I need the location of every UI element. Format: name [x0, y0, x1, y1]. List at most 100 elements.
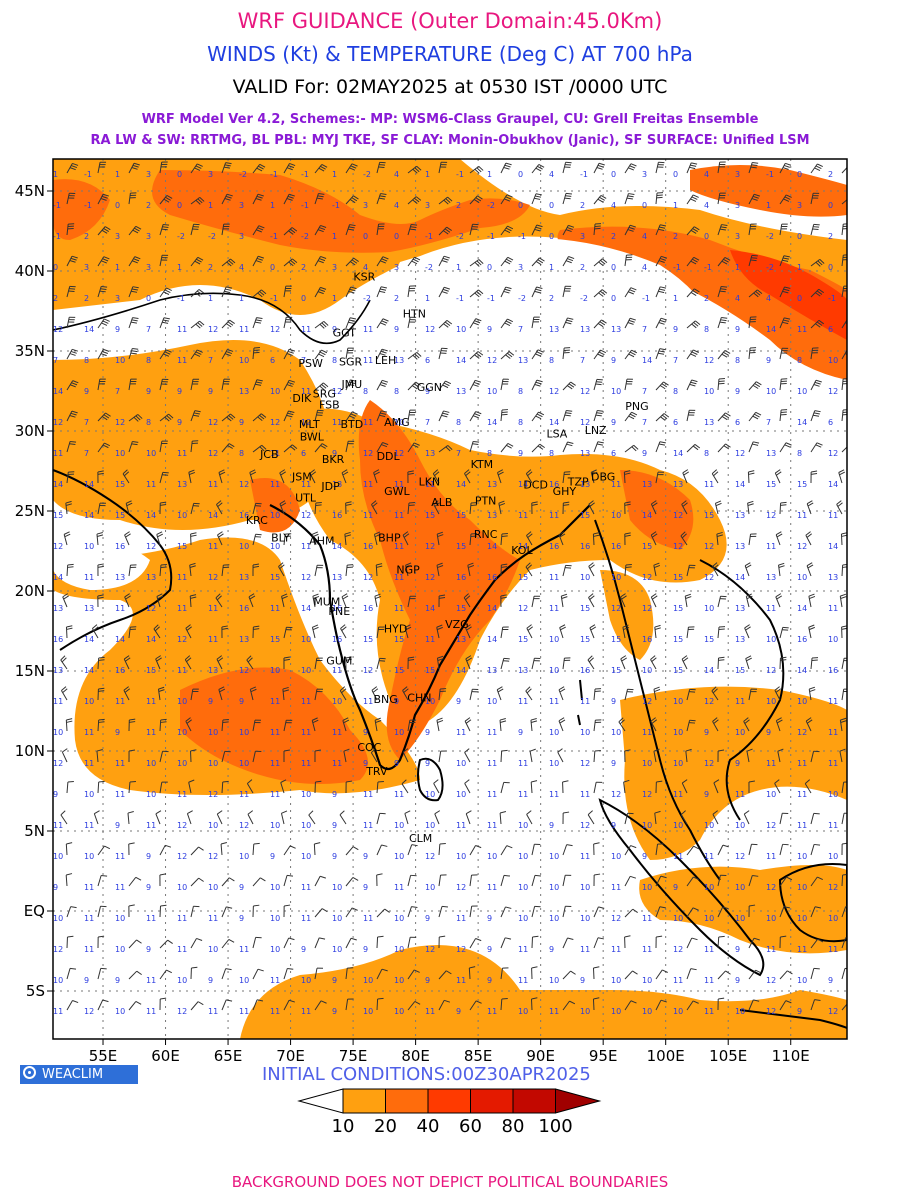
temperature-value: 4 [735, 294, 740, 303]
temperature-value: 10 [270, 666, 280, 675]
wind-barb [283, 258, 298, 267]
temperature-value: 10 [518, 883, 528, 892]
model-info-line1: WRF Model Ver 4.2, Schemes:- MP: WSM6-Cl… [141, 112, 759, 127]
temperature-value: 11 [828, 728, 838, 737]
wind-barb [562, 564, 572, 577]
temperature-value: 10 [611, 1007, 621, 1016]
wind-barb [531, 843, 541, 856]
wind-barb [624, 532, 631, 546]
temperature-value: 3 [425, 201, 430, 210]
wind-barb [717, 749, 725, 763]
wind-barb [97, 226, 111, 236]
temperature-value: -2 [580, 294, 588, 303]
temperature-value: 10 [301, 852, 311, 861]
wind-barb [308, 810, 316, 825]
temperature-value: 11 [363, 418, 373, 427]
temperature-value: 10 [394, 852, 404, 861]
temperature-value: 14 [53, 387, 63, 396]
station-label: BTD [340, 418, 363, 431]
temperature-value: 2 [828, 170, 833, 179]
temperature-value: 7 [115, 387, 120, 396]
java-outline [739, 1009, 847, 1029]
wind-barb [190, 846, 204, 856]
temperature-value: 16 [580, 542, 590, 551]
temperature-value: 12 [611, 790, 621, 799]
wind-barb [128, 876, 142, 887]
wind-barb [189, 562, 196, 577]
wind-barb [159, 564, 167, 577]
temperature-value: 9 [332, 790, 337, 799]
temperature-value: 6 [301, 449, 306, 458]
temperature-value: 11 [84, 759, 94, 768]
wind-barb [438, 161, 448, 174]
temperature-value: 10 [735, 728, 745, 737]
wind-barb [562, 905, 572, 918]
wind-barb [159, 317, 170, 329]
temperature-value: 11 [394, 480, 404, 489]
temperature-value: 15 [673, 573, 683, 582]
wind-barb [748, 969, 762, 980]
temperature-value: 9 [177, 387, 182, 396]
station-label: BHP [378, 531, 401, 544]
wind-barb [123, 655, 131, 670]
wind-barb [500, 256, 514, 267]
temperature-value: 10 [115, 449, 125, 458]
temperature-value: 10 [766, 790, 776, 799]
station-label: SGR [339, 355, 363, 368]
wind-barb [562, 317, 574, 329]
temperature-value: 15 [580, 511, 590, 520]
wind-barb [221, 999, 233, 1011]
temperature-value: 11 [611, 480, 621, 489]
wind-barb [686, 876, 699, 887]
temperature-value: 12 [673, 511, 683, 520]
wind-barb [526, 531, 533, 546]
temperature-value: 15 [425, 666, 435, 675]
temperature-value: 9 [549, 945, 554, 954]
temperature-value: 1 [115, 170, 120, 179]
wind-barb [125, 500, 133, 515]
wind-barb [221, 413, 236, 422]
temperature-value: -1 [425, 232, 433, 241]
temperature-value: 8 [673, 387, 678, 396]
wind-barb [128, 842, 135, 856]
temperature-value: 10 [363, 1007, 373, 1016]
wind-barb [155, 655, 162, 670]
lon-tick-label: 55E [89, 1047, 118, 1065]
temperature-value: 16 [549, 480, 559, 489]
temperature-value: 11 [766, 759, 776, 768]
wind-barb [97, 905, 107, 918]
wind-barb [717, 192, 726, 205]
temperature-value: 13 [735, 511, 745, 520]
temperature-value: 4 [394, 170, 399, 179]
wind-barb [345, 257, 359, 267]
temperature-value: 8 [549, 356, 554, 365]
temperature-value: 13 [580, 325, 590, 334]
temperature-value: 13 [735, 635, 745, 644]
wind-barb [588, 500, 595, 515]
wind-barb [748, 254, 758, 267]
temperature-value: 11 [580, 945, 590, 954]
temperature-value: 13 [84, 604, 94, 613]
temperature-value: 11 [146, 1007, 156, 1016]
temperature-value: 10 [673, 821, 683, 830]
wind-barb [221, 938, 235, 949]
wind-barb [97, 378, 106, 391]
temperature-value: -1 [84, 201, 92, 210]
temperature-value: 10 [301, 821, 311, 830]
wind-barb [562, 381, 576, 391]
wind-barb [66, 162, 79, 174]
temperature-value: 10 [611, 852, 621, 861]
temperature-value: 9 [487, 945, 492, 954]
wind-barb [65, 842, 73, 856]
wind-barb [499, 718, 507, 732]
wind-barb [717, 874, 727, 887]
temperature-value: 13 [487, 666, 497, 675]
temperature-value: 11 [177, 790, 187, 799]
wind-barb [314, 409, 324, 422]
wind-barb [686, 349, 699, 360]
temperature-value: 11 [177, 604, 187, 613]
station-label: MUM [313, 595, 340, 608]
wind-barb [624, 970, 638, 980]
wind-barb [593, 873, 601, 887]
temperature-value: 10 [425, 790, 435, 799]
